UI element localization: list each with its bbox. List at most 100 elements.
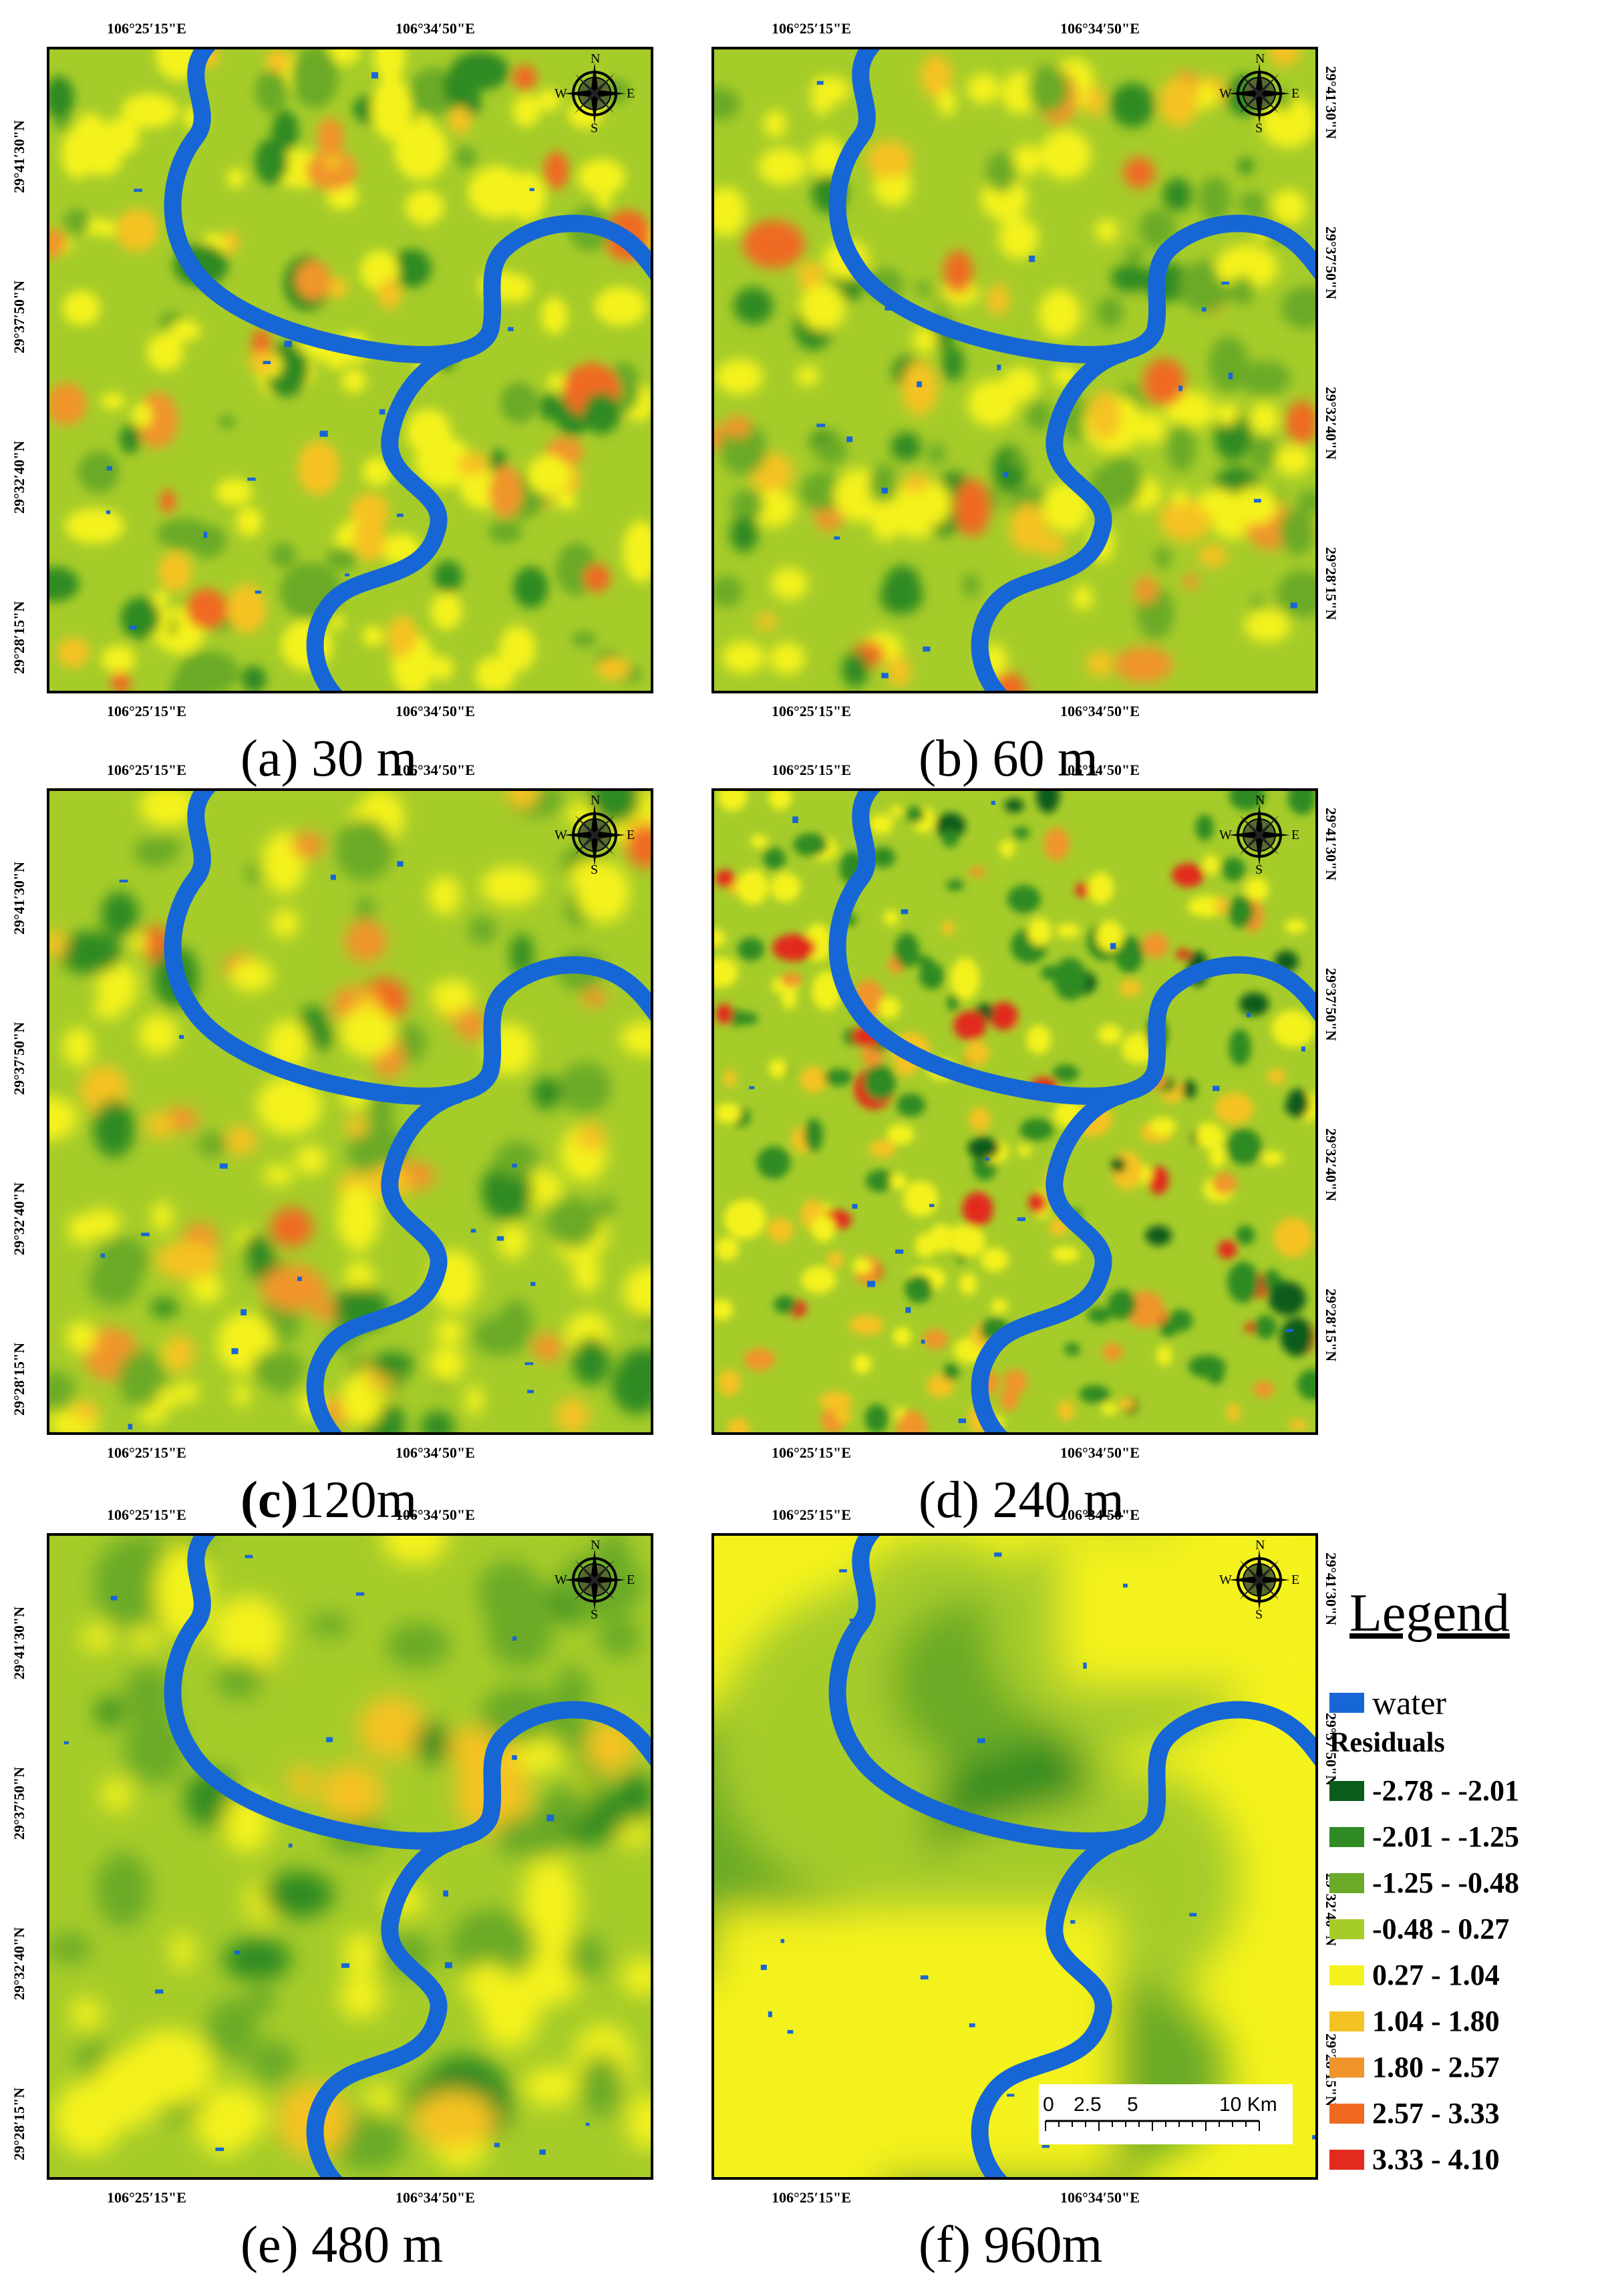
residual-patch bbox=[891, 432, 921, 462]
legend-class-row: 3.33 - 4.10 bbox=[1329, 2142, 1500, 2176]
pond bbox=[585, 2122, 590, 2126]
residual-patch bbox=[271, 110, 299, 152]
pond bbox=[921, 1339, 925, 1344]
residual-patch bbox=[950, 1224, 969, 1248]
pond bbox=[1178, 385, 1183, 391]
residual-patch bbox=[1215, 403, 1239, 426]
scale-bar: 0 2.5 5 10 Km bbox=[1039, 2084, 1293, 2144]
residual-patch bbox=[1227, 1402, 1241, 1423]
residual-patch bbox=[1138, 209, 1176, 249]
pond bbox=[816, 81, 824, 85]
residual-patch bbox=[1221, 857, 1246, 882]
residual-map bbox=[711, 47, 1318, 693]
residual-patch bbox=[780, 971, 802, 987]
residual-patch bbox=[868, 814, 894, 834]
residual-patch bbox=[1110, 264, 1150, 293]
residual-patch bbox=[63, 208, 90, 234]
residual-patch bbox=[596, 192, 612, 209]
panel-caption-resolution: 60 m bbox=[979, 729, 1098, 787]
residual-patch bbox=[770, 872, 801, 903]
residual-patch bbox=[1239, 361, 1291, 396]
residual-patch bbox=[895, 933, 919, 969]
residual-patch bbox=[623, 520, 651, 583]
pond bbox=[192, 136, 201, 142]
residual-patch bbox=[868, 463, 898, 507]
residual-patch bbox=[508, 172, 546, 221]
residual-patch bbox=[987, 284, 1009, 315]
residual-patch bbox=[943, 250, 973, 294]
residual-patch bbox=[714, 929, 726, 948]
residual-patch bbox=[70, 1997, 103, 2031]
residual-patch bbox=[153, 590, 168, 609]
residual-patch bbox=[865, 1170, 895, 1192]
residual-patch bbox=[1001, 367, 1039, 402]
residual-patch bbox=[391, 249, 432, 288]
residual-patch bbox=[222, 1938, 292, 1981]
compass-letter: E bbox=[1291, 1573, 1299, 1587]
residual-patch bbox=[261, 1871, 335, 1918]
residual-patch bbox=[1072, 585, 1093, 610]
residual-patch bbox=[1088, 872, 1114, 904]
residual-patch bbox=[432, 656, 454, 680]
residual-patch bbox=[1165, 391, 1215, 430]
pond bbox=[341, 1963, 350, 1968]
residual-patch bbox=[291, 49, 338, 109]
residual-patch bbox=[434, 1319, 464, 1345]
residual-patch bbox=[271, 1207, 313, 1247]
residual-patch bbox=[1064, 1343, 1081, 1356]
residual-patch bbox=[125, 1536, 150, 1575]
river bbox=[164, 791, 651, 1432]
residual-patch bbox=[385, 1622, 451, 1669]
residual-patch bbox=[1114, 646, 1173, 683]
residual-patch bbox=[1261, 1151, 1283, 1166]
residual-patch bbox=[49, 1371, 76, 1413]
pond bbox=[247, 477, 256, 481]
residual-patch bbox=[1209, 336, 1249, 393]
legend-class-swatch bbox=[1329, 1780, 1364, 1801]
residual-patch bbox=[101, 392, 125, 409]
residual-patch bbox=[49, 1096, 77, 1141]
river bbox=[828, 791, 1315, 1432]
latitude-label: 29°41′30"N bbox=[1323, 65, 1339, 139]
residual-patch bbox=[1154, 546, 1172, 569]
residual-map bbox=[47, 1533, 653, 2180]
pond bbox=[546, 1814, 554, 1822]
residual-patch bbox=[1058, 1400, 1075, 1421]
residual-patch bbox=[236, 507, 263, 537]
residual-patch bbox=[147, 333, 184, 371]
pond bbox=[179, 1035, 184, 1039]
legend-class-swatch bbox=[1329, 1826, 1364, 1847]
residual-patch bbox=[49, 228, 67, 258]
latitude-label: 29°37′50"N bbox=[11, 1021, 27, 1095]
legend-class-row: -1.25 - -0.48 bbox=[1329, 1866, 1519, 1900]
residual-patch bbox=[1075, 882, 1092, 898]
latitude-label: 29°41′30"N bbox=[11, 120, 27, 193]
residual-patch bbox=[1276, 570, 1315, 618]
river bbox=[828, 49, 1315, 691]
residual-patch bbox=[481, 866, 541, 906]
residual-patch bbox=[810, 76, 834, 116]
residual-patch bbox=[715, 1237, 740, 1261]
residual-patch bbox=[555, 491, 577, 510]
legend-class-label: -2.78 - -2.01 bbox=[1372, 1774, 1519, 1807]
residual-patch bbox=[714, 957, 738, 988]
pond bbox=[379, 409, 385, 415]
latitude-label: 29°28′15"N bbox=[11, 2087, 27, 2160]
residual-patch bbox=[344, 920, 388, 963]
pond bbox=[1123, 1583, 1128, 1588]
residual-patch bbox=[1269, 49, 1301, 67]
residual-patch bbox=[116, 208, 158, 252]
pond bbox=[494, 2142, 500, 2148]
residual-patch bbox=[1171, 863, 1205, 887]
residual-patch bbox=[1027, 65, 1069, 113]
residual-patch bbox=[991, 1299, 1008, 1314]
residual-patch bbox=[620, 1021, 651, 1055]
residual-patch bbox=[308, 1612, 351, 1638]
map-panel: 106°25′15"E 106°25′15"E 106°34′50"E 106°34′… bbox=[705, 1506, 1359, 2273]
residual-patch bbox=[941, 829, 959, 848]
residual-patch bbox=[1239, 992, 1269, 1016]
residual-patch bbox=[715, 869, 736, 888]
water-swatch bbox=[1329, 1693, 1364, 1713]
residual-patch bbox=[927, 1374, 954, 1398]
residual-patch bbox=[1088, 391, 1121, 441]
